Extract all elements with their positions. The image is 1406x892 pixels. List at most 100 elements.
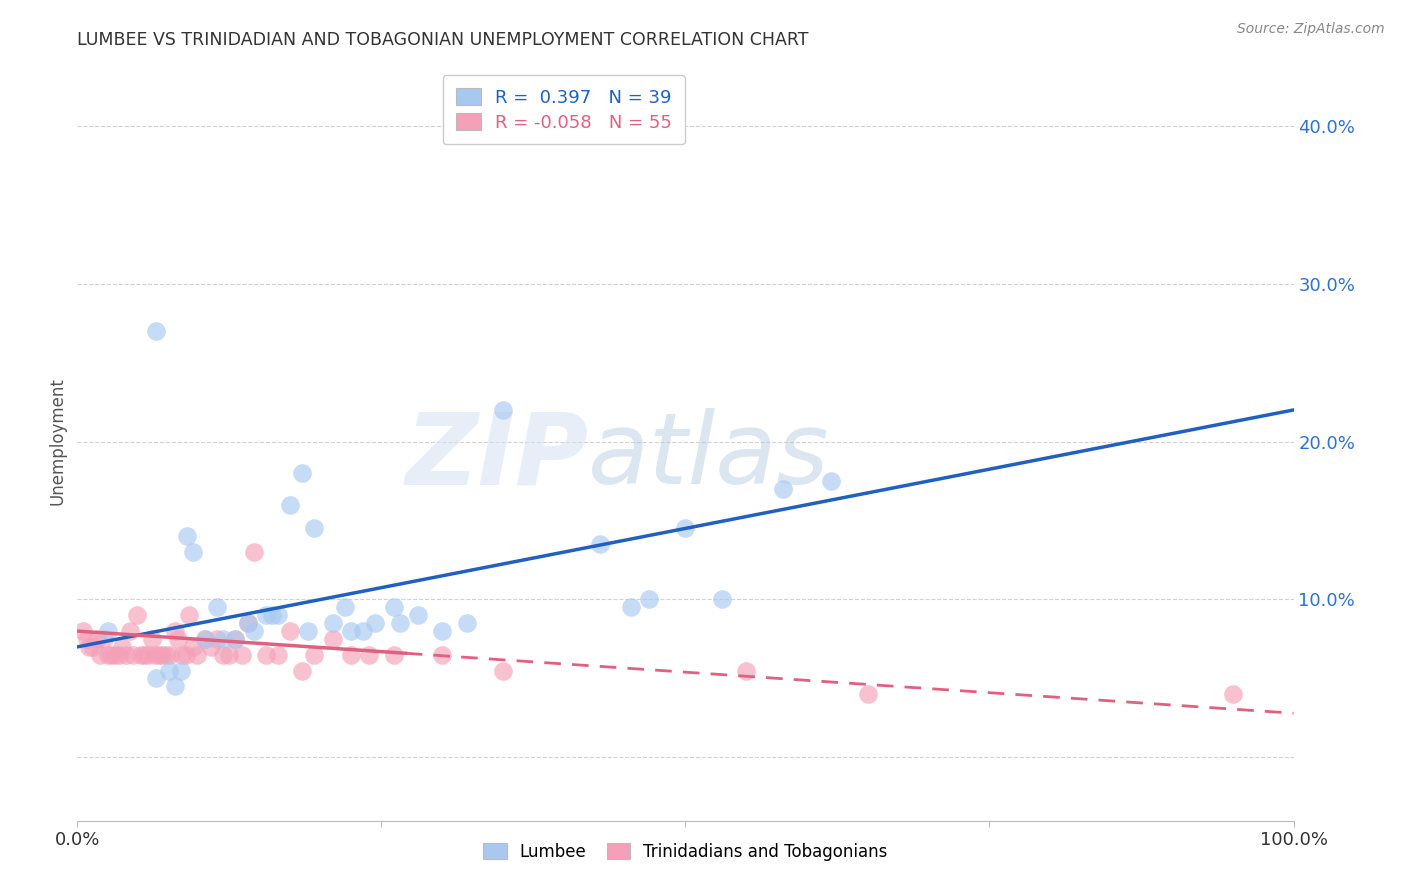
Point — [134, 648, 156, 662]
Point — [170, 664, 193, 678]
Point — [163, 624, 186, 639]
Point — [115, 648, 138, 662]
Point — [254, 608, 277, 623]
Point — [72, 624, 94, 639]
Point — [333, 600, 356, 615]
Point — [242, 545, 264, 559]
Point — [89, 648, 111, 662]
Point — [107, 648, 129, 662]
Point — [236, 616, 259, 631]
Point — [122, 648, 145, 662]
Point — [638, 592, 661, 607]
Point — [76, 632, 98, 646]
Point — [236, 616, 259, 631]
Point — [157, 664, 180, 678]
Point — [278, 624, 301, 639]
Point — [267, 608, 290, 623]
Point — [456, 616, 478, 631]
Point — [430, 648, 453, 662]
Point — [388, 616, 411, 631]
Point — [710, 592, 733, 607]
Point — [174, 648, 197, 662]
Point — [212, 632, 235, 646]
Text: atlas: atlas — [588, 409, 830, 505]
Point — [145, 324, 167, 338]
Point — [194, 632, 217, 646]
Point — [82, 640, 104, 654]
Point — [322, 632, 344, 646]
Point — [136, 648, 159, 662]
Point — [620, 600, 643, 615]
Text: LUMBEE VS TRINIDADIAN AND TOBAGONIAN UNEMPLOYMENT CORRELATION CHART: LUMBEE VS TRINIDADIAN AND TOBAGONIAN UNE… — [77, 31, 808, 49]
Point — [163, 679, 186, 693]
Point — [194, 632, 217, 646]
Point — [104, 648, 127, 662]
Point — [1222, 687, 1244, 701]
Point — [359, 648, 381, 662]
Point — [254, 648, 277, 662]
Point — [93, 632, 115, 646]
Point — [205, 600, 228, 615]
Point — [181, 545, 204, 559]
Point — [152, 648, 174, 662]
Point — [218, 648, 240, 662]
Point — [267, 648, 290, 662]
Point — [170, 648, 193, 662]
Point — [200, 640, 222, 654]
Point — [176, 529, 198, 543]
Point — [145, 672, 167, 686]
Point — [430, 624, 453, 639]
Point — [340, 648, 363, 662]
Point — [278, 498, 301, 512]
Legend: Lumbee, Trinidadians and Tobagonians: Lumbee, Trinidadians and Tobagonians — [475, 835, 896, 869]
Point — [406, 608, 429, 623]
Point — [364, 616, 387, 631]
Point — [205, 632, 228, 646]
Point — [155, 648, 177, 662]
Point — [735, 664, 758, 678]
Point — [772, 482, 794, 496]
Point — [100, 648, 122, 662]
Point — [86, 632, 108, 646]
Point — [97, 624, 120, 639]
Point — [224, 632, 246, 646]
Point — [856, 687, 879, 701]
Point — [291, 466, 314, 480]
Point — [212, 648, 235, 662]
Point — [111, 640, 134, 654]
Point — [382, 600, 405, 615]
Point — [231, 648, 253, 662]
Point — [589, 537, 612, 551]
Point — [125, 608, 148, 623]
Point — [224, 632, 246, 646]
Point — [352, 624, 374, 639]
Point — [304, 648, 326, 662]
Point — [297, 624, 319, 639]
Point — [179, 608, 201, 623]
Point — [97, 648, 120, 662]
Point — [291, 664, 314, 678]
Point — [492, 664, 515, 678]
Point — [304, 521, 326, 535]
Point — [129, 648, 152, 662]
Point — [820, 474, 842, 488]
Point — [322, 616, 344, 631]
Point — [260, 608, 283, 623]
Text: ZIP: ZIP — [405, 409, 588, 505]
Point — [148, 648, 170, 662]
Point — [181, 640, 204, 654]
Point — [167, 632, 190, 646]
Point — [159, 648, 181, 662]
Point — [675, 521, 697, 535]
Point — [143, 648, 166, 662]
Text: Source: ZipAtlas.com: Source: ZipAtlas.com — [1237, 22, 1385, 37]
Point — [79, 640, 101, 654]
Point — [141, 632, 163, 646]
Y-axis label: Unemployment: Unemployment — [48, 377, 66, 506]
Point — [492, 403, 515, 417]
Point — [242, 624, 264, 639]
Point — [186, 648, 208, 662]
Point — [340, 624, 363, 639]
Point — [382, 648, 405, 662]
Point — [118, 624, 141, 639]
